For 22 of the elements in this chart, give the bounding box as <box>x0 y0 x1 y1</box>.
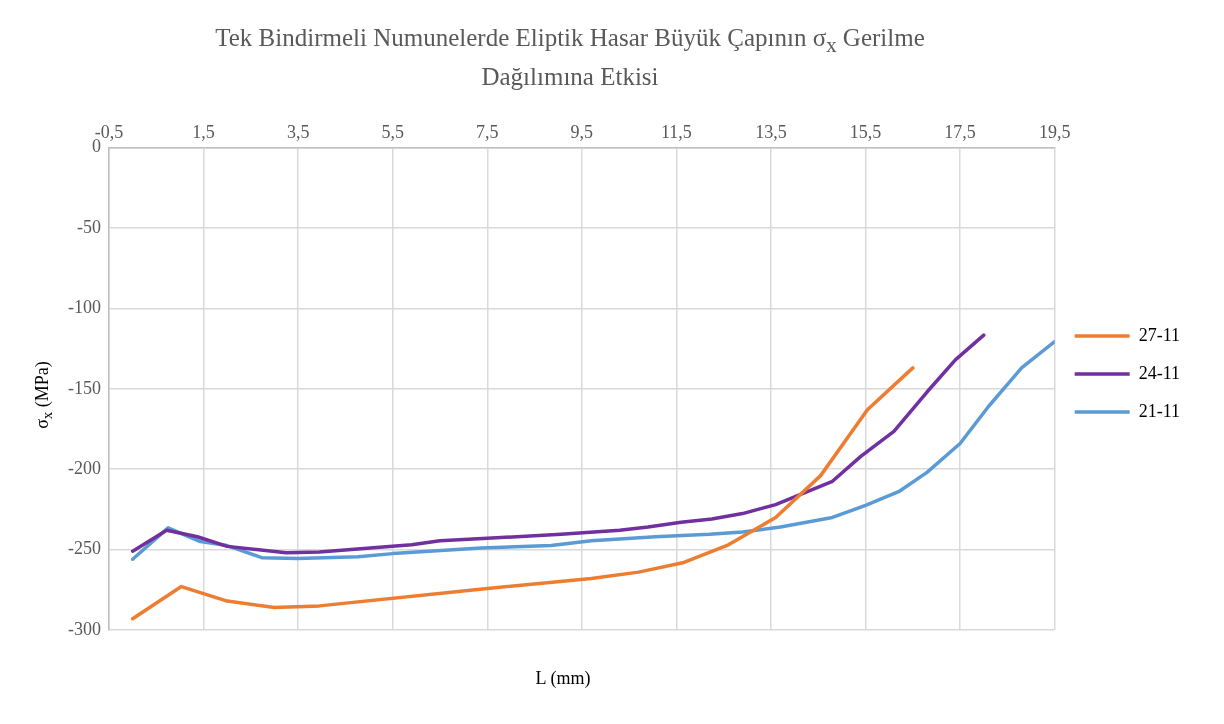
legend-label: 24-11 <box>1138 362 1180 383</box>
y-tick-label: -150 <box>67 377 101 398</box>
x-tick-label: 17,5 <box>944 121 976 142</box>
chart-title: Tek Bindirmeli Numunelerde Eliptik Hasar Büyük Çapının σ$_{x}$ Gerilme Dağılımına Etkisi <box>215 24 925 90</box>
y-tick-label: 0 <box>91 136 101 157</box>
y-tick-label: -100 <box>67 297 101 318</box>
x-tick-label: 15,5 <box>849 121 882 142</box>
x-tick-label: 7,5 <box>476 121 499 142</box>
x-tick-label: 1,5 <box>192 121 215 142</box>
y-tick-label: -200 <box>67 457 101 478</box>
y-tick-label: -50 <box>76 216 101 237</box>
y-tick-label: -300 <box>67 618 101 639</box>
legend-label: 27-11 <box>1138 324 1180 345</box>
x-tick-label: 11,5 <box>660 121 692 142</box>
x-axis-title: L (mm) <box>535 668 591 689</box>
y-tick-label: -250 <box>67 538 101 559</box>
x-tick-label: 5,5 <box>381 121 404 142</box>
legend-label: 21-11 <box>1138 400 1180 421</box>
x-tick-label: 3,5 <box>286 121 310 142</box>
x-tick-label: 9,5 <box>570 121 594 142</box>
x-tick-label: 13,5 <box>755 121 787 142</box>
x-tick-label: 19,5 <box>1038 121 1071 142</box>
